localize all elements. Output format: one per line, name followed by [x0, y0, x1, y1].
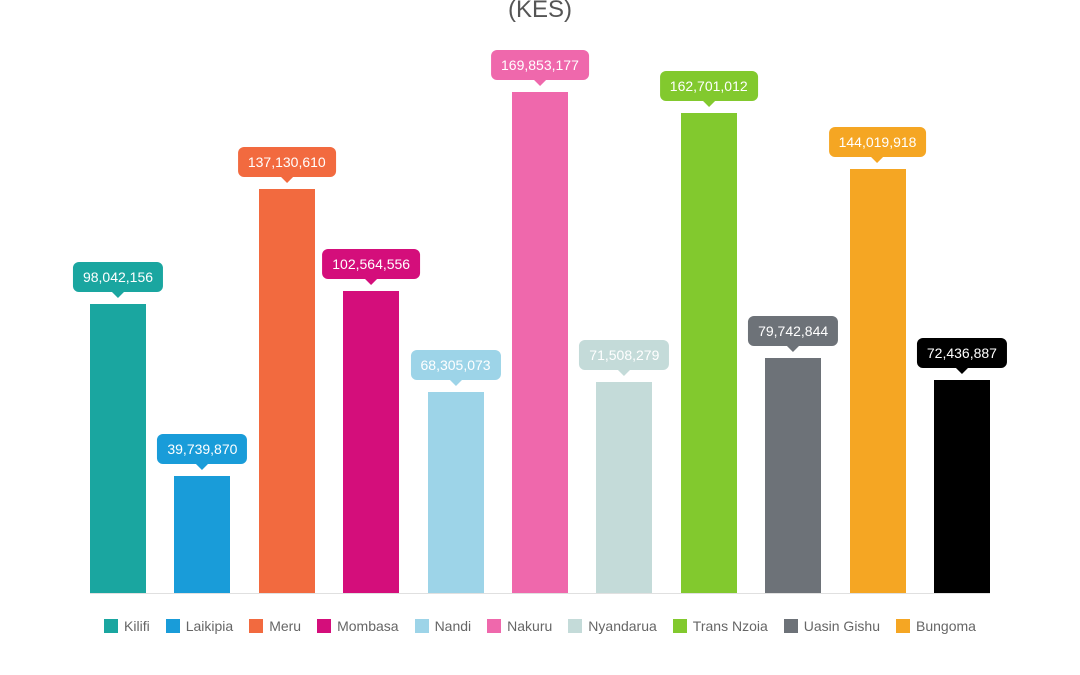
bar-value-tooltip: 137,130,610: [238, 147, 336, 177]
legend-label: Nyandarua: [588, 618, 657, 634]
bar-wrap: 39,739,870: [174, 476, 230, 593]
bar-value-tooltip: 71,508,279: [579, 340, 669, 370]
bar-wrap: 137,130,610: [259, 189, 315, 593]
bar: [259, 189, 315, 593]
legend-swatch: [896, 619, 910, 633]
legend-label: Bungoma: [916, 618, 976, 634]
legend-label: Laikipia: [186, 618, 233, 634]
legend-swatch: [415, 619, 429, 633]
chart-area: 98,042,15639,739,870137,130,610102,564,5…: [90, 34, 990, 594]
legend-label: Meru: [269, 618, 301, 634]
legend-swatch: [104, 619, 118, 633]
legend-item: Nakuru: [487, 618, 552, 634]
bar-value-tooltip: 162,701,012: [660, 71, 758, 101]
chart-title: (KES): [508, 0, 572, 24]
legend-item: Mombasa: [317, 618, 398, 634]
legend-swatch: [166, 619, 180, 633]
legend-label: Nandi: [435, 618, 472, 634]
legend-swatch: [317, 619, 331, 633]
bars-container: 98,042,15639,739,870137,130,610102,564,5…: [90, 34, 990, 594]
bar: [512, 92, 568, 593]
legend-swatch: [673, 619, 687, 633]
legend-label: Uasin Gishu: [804, 618, 880, 634]
legend-swatch: [487, 619, 501, 633]
legend-item: Trans Nzoia: [673, 618, 768, 634]
legend-item: Kilifi: [104, 618, 150, 634]
bar: [343, 291, 399, 593]
bar-wrap: 79,742,844: [765, 358, 821, 593]
bar: [90, 304, 146, 593]
legend-item: Laikipia: [166, 618, 233, 634]
bar-value-tooltip: 169,853,177: [491, 50, 589, 80]
bar-wrap: 71,508,279: [596, 382, 652, 593]
bar-wrap: 102,564,556: [343, 291, 399, 593]
bar: [596, 382, 652, 593]
bar: [428, 392, 484, 593]
legend-item: Nandi: [415, 618, 472, 634]
legend-label: Mombasa: [337, 618, 398, 634]
bar-value-tooltip: 68,305,073: [411, 350, 501, 380]
legend-label: Kilifi: [124, 618, 150, 634]
bar-wrap: 144,019,918: [850, 169, 906, 593]
bar-value-tooltip: 98,042,156: [73, 262, 163, 292]
bar-wrap: 98,042,156: [90, 304, 146, 593]
legend-label: Nakuru: [507, 618, 552, 634]
legend: Kilifi Laikipia Meru Mombasa Nandi Nakuru Nyan…: [104, 618, 976, 634]
legend-label: Trans Nzoia: [693, 618, 768, 634]
bar-wrap: 68,305,073: [428, 392, 484, 593]
legend-item: Bungoma: [896, 618, 976, 634]
bar: [850, 169, 906, 593]
legend-item: Nyandarua: [568, 618, 657, 634]
legend-swatch: [784, 619, 798, 633]
bar-value-tooltip: 144,019,918: [829, 127, 927, 157]
bar-value-tooltip: 72,436,887: [917, 338, 1007, 368]
legend-swatch: [568, 619, 582, 633]
bar-wrap: 169,853,177: [512, 92, 568, 593]
legend-swatch: [249, 619, 263, 633]
legend-item: Meru: [249, 618, 301, 634]
legend-item: Uasin Gishu: [784, 618, 880, 634]
bar-value-tooltip: 102,564,556: [322, 249, 420, 279]
bar: [934, 380, 990, 593]
bar-value-tooltip: 79,742,844: [748, 316, 838, 346]
bar: [174, 476, 230, 593]
bar-value-tooltip: 39,739,870: [157, 434, 247, 464]
bar-wrap: 72,436,887: [934, 380, 990, 593]
bar-wrap: 162,701,012: [681, 113, 737, 593]
bar: [765, 358, 821, 593]
bar: [681, 113, 737, 593]
